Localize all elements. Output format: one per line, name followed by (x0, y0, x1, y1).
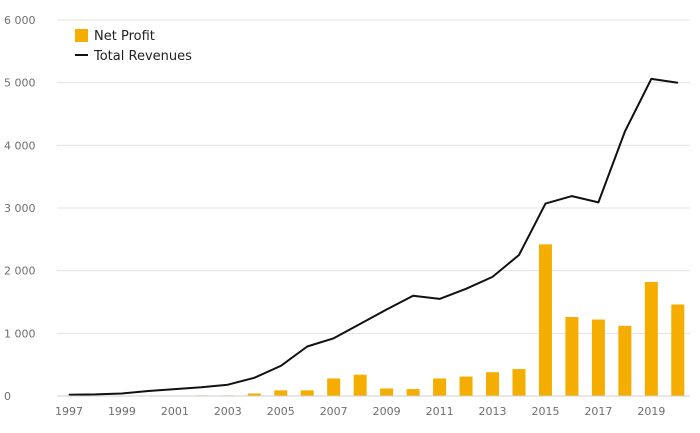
total-revenues-point (333, 337, 335, 339)
total-revenues-point (359, 323, 361, 325)
net-profit-bar (565, 317, 579, 396)
x-tick-label: 2007 (320, 405, 348, 418)
net-profit-bar (671, 304, 685, 396)
y-tick-label: 5 000 (4, 77, 36, 90)
total-revenues-point (147, 390, 149, 392)
total-revenues-line (68, 77, 678, 396)
total-revenues-point (68, 394, 70, 396)
y-tick-label: 1 000 (4, 327, 36, 340)
total-revenues-point (200, 386, 202, 388)
x-tick-label: 2009 (373, 405, 401, 418)
net-profit-bar (247, 393, 261, 396)
net-profit-bar (300, 390, 314, 396)
total-revenues-point (280, 365, 282, 367)
y-tick-label: 6 000 (4, 14, 36, 27)
legend: Net Profit Total Revenues (75, 29, 192, 64)
net-profit-bar (512, 369, 526, 396)
total-revenues-point (253, 377, 255, 379)
net-profit-bar (486, 372, 500, 396)
legend-label-total-revenues: Total Revenues (93, 49, 192, 64)
y-tick-label: 4 000 (4, 139, 36, 152)
total-revenues-point (174, 388, 176, 390)
net-profit-bar (538, 244, 552, 396)
x-tick-label: 2011 (426, 405, 454, 418)
x-axis: 1997 1999 2001 2003 2005 2007 2009 2011 2013 2015… (55, 395, 690, 418)
total-revenues-point (94, 393, 96, 395)
total-revenues-point (439, 298, 441, 300)
net-profit-bar (380, 388, 394, 396)
net-profit-bar (459, 376, 473, 396)
y-tick-label: 2 000 (4, 265, 36, 278)
legend-swatch-net-profit (75, 29, 88, 42)
total-revenues-point (624, 131, 626, 133)
total-revenues-point (571, 195, 573, 197)
x-tick-label: 2005 (267, 405, 295, 418)
net-profit-bar (406, 389, 420, 396)
y-axis: 0 1 000 2 000 3 000 4 000 5 000 6 000 (4, 14, 36, 403)
net-profit-bar (644, 281, 658, 396)
x-tick-label: 1997 (55, 405, 83, 418)
y-tick-label: 0 (4, 390, 11, 403)
x-tick-label: 2003 (214, 405, 242, 418)
total-revenues-point (677, 82, 679, 84)
total-revenues-line-group (68, 77, 679, 396)
total-revenues-point (121, 392, 123, 394)
x-tick-label: 2015 (531, 405, 559, 418)
total-revenues-point (227, 384, 229, 386)
total-revenues-point (492, 276, 494, 278)
total-revenues-point (386, 309, 388, 311)
net-profit-bar (274, 390, 288, 396)
total-revenues-point (306, 345, 308, 347)
total-revenues-point (544, 203, 546, 205)
x-tick-label: 2017 (584, 405, 612, 418)
net-profit-bars (194, 244, 685, 396)
x-tick-label: 2013 (479, 405, 507, 418)
x-tick-label: 1999 (108, 405, 136, 418)
net-profit-bar (433, 378, 447, 396)
y-tick-label: 3 000 (4, 202, 36, 215)
total-revenues-point (518, 254, 520, 256)
total-revenues-point (465, 288, 467, 290)
net-profit-bar (353, 374, 367, 396)
net-profit-bar (591, 319, 605, 396)
x-tick-label: 2019 (637, 405, 665, 418)
net-profit-bar (618, 325, 632, 396)
total-revenues-point (650, 78, 652, 80)
legend-label-net-profit: Net Profit (94, 29, 155, 44)
x-tick-label: 2001 (161, 405, 189, 418)
grid-lines (57, 19, 690, 334)
net-profit-bar (327, 378, 341, 396)
total-revenues-point (412, 295, 414, 297)
total-revenues-point (597, 201, 599, 203)
